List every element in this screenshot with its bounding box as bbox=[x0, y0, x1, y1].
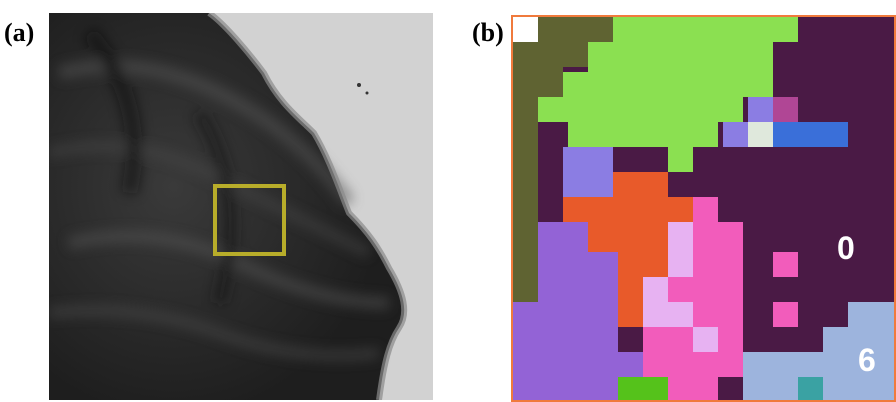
segmentation-grid bbox=[513, 17, 894, 400]
panel-a-label: (a) bbox=[4, 18, 35, 47]
region-purple bbox=[513, 222, 643, 400]
region-6 bbox=[743, 302, 894, 400]
region-green bbox=[618, 377, 668, 400]
panel-b-label: (b) bbox=[472, 18, 504, 47]
region-6-label: 6 bbox=[858, 342, 876, 378]
region-blue bbox=[773, 122, 848, 147]
region-teal bbox=[798, 377, 823, 400]
tem-image bbox=[49, 13, 433, 400]
region-lavender bbox=[563, 147, 613, 197]
segmentation-map bbox=[511, 15, 896, 402]
region-0-label: 0 bbox=[837, 230, 855, 266]
region-pink bbox=[643, 197, 773, 400]
tem-micrograph bbox=[49, 13, 433, 400]
region-white bbox=[513, 17, 538, 42]
region-light-green bbox=[538, 17, 798, 172]
region-of-interest-box bbox=[213, 184, 286, 256]
